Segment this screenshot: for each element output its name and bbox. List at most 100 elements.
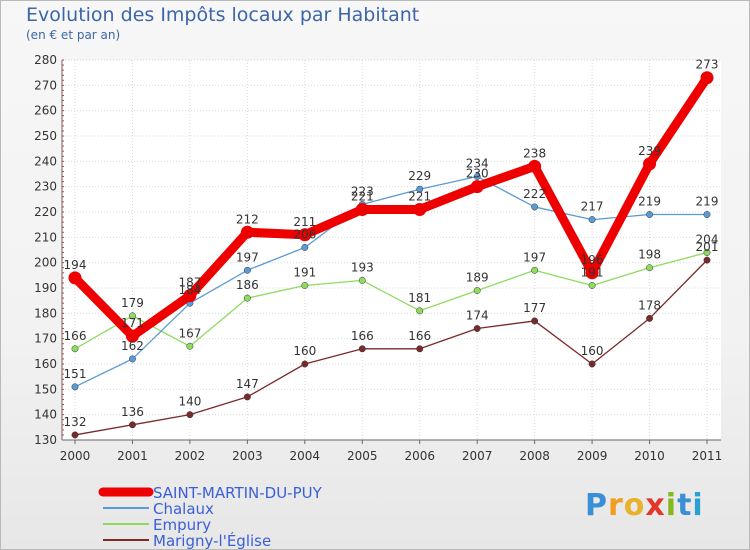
y-tick-label: 190 [34, 281, 57, 295]
data-label: 179 [121, 296, 144, 310]
data-label: 239 [638, 144, 661, 158]
data-label: 166 [64, 329, 87, 343]
y-tick-label: 250 [34, 129, 57, 143]
data-point [183, 289, 197, 303]
chart-subtitle: (en € et par an) [26, 28, 121, 42]
data-point [355, 202, 369, 216]
legend-label: Marigny-l'Église [153, 531, 271, 550]
logo-letter: t [677, 488, 693, 523]
logo-letter: r [608, 488, 624, 523]
y-tick-label: 270 [34, 78, 57, 92]
data-point [473, 325, 481, 332]
data-point [301, 282, 309, 289]
data-point [416, 307, 424, 315]
data-label: 212 [236, 212, 259, 226]
data-point [588, 282, 596, 289]
data-point [703, 211, 711, 218]
x-tick-label: 2000 [60, 449, 91, 463]
data-point [243, 393, 251, 401]
data-label: 229 [408, 169, 431, 183]
data-point [301, 244, 309, 251]
data-point [358, 276, 366, 284]
data-label: 151 [64, 367, 87, 381]
data-label: 160 [581, 344, 604, 358]
data-label: 136 [121, 405, 144, 419]
data-label: 217 [581, 200, 604, 214]
data-label: 221 [408, 189, 431, 203]
data-point [703, 249, 711, 256]
data-label: 189 [466, 271, 489, 285]
chart-title: Evolution des Impôts locaux par Habitant [26, 4, 420, 26]
data-point [473, 287, 481, 294]
y-tick-label: 180 [34, 306, 57, 320]
data-label: 191 [293, 265, 316, 279]
data-label: 140 [178, 395, 201, 409]
data-point [129, 355, 136, 363]
series-line [74, 259, 708, 436]
legend-label: SAINT-MARTIN-DU-PUY [153, 484, 323, 502]
data-label: 230 [466, 167, 489, 181]
data-point [588, 216, 596, 224]
data-point [129, 421, 136, 429]
data-point [416, 185, 424, 193]
y-tick-label: 240 [34, 154, 57, 168]
data-label: 178 [638, 298, 661, 312]
y-tick-label: 210 [34, 230, 57, 244]
logo-letter: i [692, 488, 704, 523]
data-point [240, 225, 254, 239]
data-point [301, 360, 309, 368]
x-tick-label: 2007 [462, 449, 493, 463]
data-label: 219 [696, 195, 719, 209]
data-label: 132 [64, 415, 87, 429]
series-line [70, 73, 712, 341]
data-label: 184 [178, 283, 201, 297]
data-point [186, 411, 194, 419]
y-tick-label: 170 [34, 332, 57, 346]
y-tick-label: 230 [34, 180, 57, 194]
y-tick-label: 260 [34, 104, 57, 118]
data-point [125, 329, 139, 343]
series-0 [68, 71, 714, 343]
y-tick-label: 130 [34, 433, 57, 447]
logo-letter: o [623, 488, 646, 523]
data-label: 221 [351, 189, 374, 203]
x-tick-label: 2003 [232, 449, 263, 463]
data-point [186, 342, 194, 350]
plot-area [62, 60, 721, 440]
proxiti-logo: Proxiti [585, 488, 704, 523]
x-tick-label: 2005 [347, 449, 378, 463]
series-3 [71, 256, 711, 439]
data-point [531, 266, 539, 274]
data-point [531, 203, 539, 211]
data-label: 222 [523, 187, 546, 201]
x-tick-label: 2011 [692, 449, 723, 463]
data-label: 160 [293, 344, 316, 358]
data-point [531, 317, 539, 325]
data-point [528, 159, 542, 173]
data-label: 191 [581, 265, 604, 279]
data-point [298, 228, 312, 242]
data-point [71, 345, 79, 353]
data-point [646, 211, 653, 218]
data-label: 204 [696, 233, 719, 247]
data-point [413, 202, 427, 216]
data-label: 167 [178, 326, 201, 340]
x-tick-label: 2008 [519, 449, 550, 463]
x-tick-label: 2002 [175, 449, 206, 463]
data-label: 198 [638, 248, 661, 262]
y-tick-label: 200 [34, 256, 57, 270]
data-label: 197 [236, 250, 259, 264]
legend-label: Chalaux [153, 500, 214, 518]
data-point [585, 266, 599, 280]
data-point [358, 345, 366, 353]
x-tick-label: 2006 [404, 449, 435, 463]
data-label: 201 [696, 240, 719, 254]
data-label: 194 [64, 258, 87, 272]
data-label: 177 [523, 301, 546, 315]
data-label: 234 [466, 157, 489, 171]
data-label: 238 [523, 146, 546, 160]
data-point [243, 294, 251, 302]
data-label: 174 [466, 309, 489, 323]
data-point [416, 345, 424, 353]
